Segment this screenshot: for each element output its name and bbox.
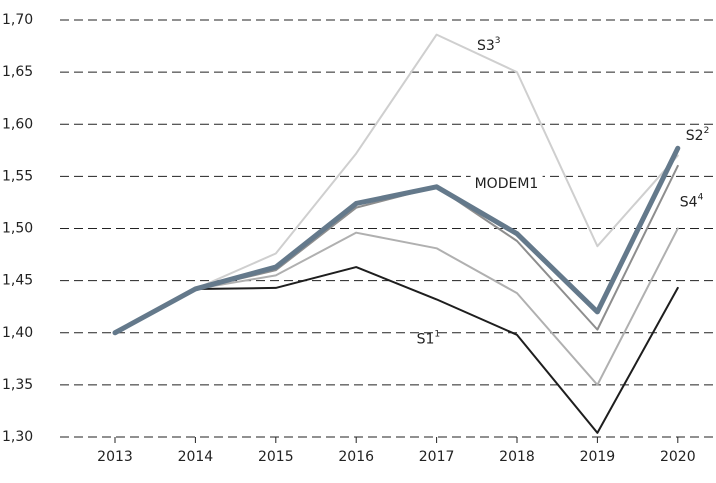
series-label-name: S4: [680, 195, 698, 211]
y-tick-label: 1,30: [2, 429, 33, 445]
y-tick-label: 1,40: [2, 325, 33, 341]
y-tick-label: 1,70: [2, 12, 33, 28]
x-tick-label: 2020: [660, 449, 696, 465]
x-tick-label: 2013: [97, 449, 133, 465]
series-label-note: 4: [698, 192, 704, 202]
series-label: S44: [680, 192, 704, 211]
x-tick-label: 2015: [258, 449, 294, 465]
y-tick-label: 1,35: [2, 377, 33, 393]
series-label: S11: [417, 329, 441, 348]
y-tick-label: 1,65: [2, 64, 33, 80]
series-label-note: 2: [704, 125, 710, 135]
series-label-name: S3: [477, 38, 495, 54]
x-tick-label: 2017: [419, 449, 455, 465]
y-tick-label: 1,50: [2, 221, 33, 237]
series-label-name: MODEM1: [475, 176, 539, 192]
series-label: S22: [686, 125, 710, 144]
series-label-note: 1: [434, 329, 440, 339]
series-line: [112, 145, 681, 336]
series-label-name: S1: [417, 331, 435, 347]
y-tick-label: 1,60: [2, 116, 33, 132]
series-label-note: 3: [495, 36, 501, 46]
label-bg: [470, 174, 543, 193]
x-tick-label: 2016: [338, 449, 374, 465]
series-line: [114, 266, 679, 434]
series-label: S33: [477, 36, 501, 55]
series-label-name: S2: [686, 128, 704, 144]
y-tick-label: 1,45: [2, 273, 33, 289]
x-tick-label: 2018: [499, 449, 535, 465]
series-label: MODEM1: [475, 176, 539, 192]
y-tick-label: 1,55: [2, 168, 33, 184]
x-tick-label: 2014: [178, 449, 214, 465]
x-tick-label: 2019: [580, 449, 616, 465]
